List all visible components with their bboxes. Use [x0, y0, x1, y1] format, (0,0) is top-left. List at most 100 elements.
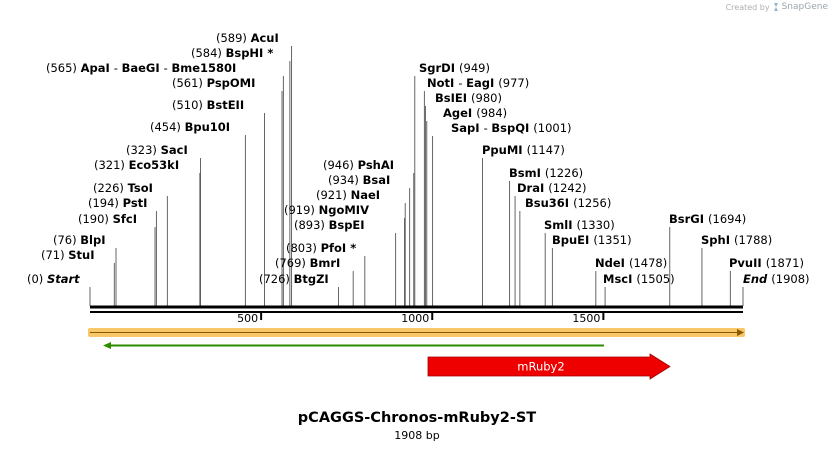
site-enzyme-text: PfoI * [321, 241, 357, 255]
site-enzyme-text: BspEI [329, 218, 365, 232]
site-enzyme-text: EagI [466, 76, 498, 90]
site-enzyme-text: PshAI [358, 158, 394, 172]
site-position-text: (949) [459, 61, 490, 75]
site-label-acui[interactable]: (589) AcuI [216, 31, 279, 45]
site-position-text: (1256) [573, 196, 611, 210]
site-label-blpi[interactable]: (76) BlpI [53, 233, 105, 247]
site-enzyme-text: BtgZI [294, 272, 329, 286]
site-position-text: (71) [41, 248, 68, 262]
mruby2-feature[interactable] [427, 353, 671, 380]
site-label-bsteii[interactable]: (510) BstEII [172, 98, 244, 112]
site-label-ppumi[interactable]: PpuMI (1147) [482, 143, 565, 157]
site-position-text: (321) [94, 158, 129, 172]
site-enzyme-text: SmlI [544, 218, 577, 232]
site-position-text: (565) [46, 61, 81, 75]
site-label-agei[interactable]: AgeI (984) [443, 106, 507, 120]
site-enzyme-text: SacI [161, 143, 188, 157]
site-label-sphi[interactable]: SphI (1788) [701, 233, 772, 247]
site-position-text: - [484, 121, 492, 135]
site-enzyme-text: BpuEI [552, 233, 593, 247]
site-label-ndei[interactable]: NdeI (1478) [595, 256, 667, 270]
site-enzyme-text: Bsu36I [525, 196, 573, 210]
site-position-text: (76) [53, 233, 80, 247]
site-enzyme-text: End [743, 272, 771, 286]
site-position-text: (1505) [636, 272, 674, 286]
site-label-sfci[interactable]: (190) SfcI [78, 212, 137, 226]
site-label-bsiei[interactable]: BsIEI (980) [435, 91, 502, 105]
site-enzyme-text: SapI [451, 121, 484, 135]
site-enzyme-text: NgoMIV [319, 203, 369, 217]
site-position-text: (934) [328, 173, 363, 187]
site-label-noti-eagi[interactable]: NotI - EagI (977) [427, 76, 529, 90]
site-enzyme-text: BsrGI [669, 212, 708, 226]
site-label-eco53ki[interactable]: (321) Eco53kI [94, 158, 179, 172]
site-position-text: (984) [476, 106, 507, 120]
site-position-text: - [114, 61, 122, 75]
site-enzyme-text: NdeI [595, 256, 629, 270]
site-enzyme-text: SfcI [113, 212, 137, 226]
site-position-text: (893) [294, 218, 329, 232]
site-label-ngomiv[interactable]: (919) NgoMIV [284, 203, 369, 217]
site-enzyme-text: BsmI [509, 166, 545, 180]
site-label-msci[interactable]: MscI (1505) [603, 272, 675, 286]
site-position-text: (977) [498, 76, 529, 90]
site-label-bspei[interactable]: (893) BspEI [294, 218, 365, 232]
site-label-end[interactable]: End (1908) [743, 272, 810, 286]
site-label-smli[interactable]: SmlI (1330) [544, 218, 615, 232]
site-label-tsoi[interactable]: (226) TsoI [93, 181, 153, 195]
site-label-naei[interactable]: (921) NaeI [316, 188, 380, 202]
snapgene-credit: Created by SnapGene [726, 2, 828, 12]
plasmid-size: 1908 bp [394, 429, 440, 442]
site-label-bsmi[interactable]: BsmI (1226) [509, 166, 583, 180]
site-label-bmri[interactable]: (769) BmrI [275, 256, 340, 270]
site-label-bsai[interactable]: (934) BsaI [328, 173, 390, 187]
site-position-text: (1478) [629, 256, 667, 270]
site-position-text: (1788) [734, 233, 772, 247]
site-enzyme-text: PpuMI [482, 143, 527, 157]
site-label-bsrgi[interactable]: BsrGI (1694) [669, 212, 746, 226]
site-label-psti[interactable]: (194) PstI [88, 196, 147, 210]
credit-brand: SnapGene [781, 2, 828, 12]
cut-site-labels: (0) Start(71) StuI(76) BlpI(190) SfcI(19… [27, 31, 810, 286]
site-label-apai-baegi-bme1580i[interactable]: (565) ApaI - BaeGI - Bme1580I [46, 61, 236, 75]
site-enzyme-text: BspHI * [226, 46, 274, 60]
site-label-sgrdi[interactable]: SgrDI (949) [419, 61, 490, 75]
site-label-saci[interactable]: (323) SacI [126, 143, 188, 157]
site-label-pfoi[interactable]: (803) PfoI * [286, 241, 356, 255]
site-label-sapi-bspqi[interactable]: SapI - BspQI (1001) [451, 121, 572, 135]
site-label-bpu10i[interactable]: (454) Bpu10I [150, 120, 230, 134]
site-label-btgzi[interactable]: (726) BtgZI [259, 272, 329, 286]
site-label-pshai[interactable]: (946) PshAI [323, 158, 394, 172]
site-enzyme-text: PstI [123, 196, 148, 210]
site-position-text: - [164, 61, 172, 75]
tick-label-1500: 1500 [572, 312, 600, 325]
snapgene-logo-icon [773, 3, 778, 11]
site-enzyme-text: BaeGI [122, 61, 164, 75]
site-position-text: (1908) [771, 272, 809, 286]
site-label-stui[interactable]: (71) StuI [41, 248, 95, 262]
site-enzyme-text: BlpI [80, 233, 105, 247]
site-label-pvuii[interactable]: PvuII (1871) [729, 256, 804, 270]
site-position-text: - [458, 76, 466, 90]
credit-prefix: Created by [725, 2, 770, 12]
mruby2-label: mRuby2 [517, 360, 564, 374]
site-enzyme-text: Bme1580I [171, 61, 236, 75]
site-position-text: (919) [284, 203, 319, 217]
site-label-bsu36i[interactable]: Bsu36I (1256) [525, 196, 611, 210]
site-position-text: (323) [126, 143, 161, 157]
site-label-start[interactable]: (0) Start [27, 272, 80, 286]
site-label-drai[interactable]: DraI (1242) [517, 181, 587, 195]
site-label-pspomi[interactable]: (561) PspOMI [172, 76, 255, 90]
site-position-text: (194) [88, 196, 123, 210]
site-position-text: (510) [172, 98, 207, 112]
feature-track: mRuby2 [88, 328, 745, 380]
site-position-text: (454) [150, 120, 185, 134]
plasmid-name: pCAGGS-Chronos-mRuby2-ST [297, 410, 537, 426]
site-label-bsphi[interactable]: (584) BspHI * [191, 46, 273, 60]
site-position-text: (1351) [593, 233, 631, 247]
site-position-text: (561) [172, 76, 207, 90]
site-position-text: (190) [78, 212, 113, 226]
site-label-bpuei[interactable]: BpuEI (1351) [552, 233, 632, 247]
site-position-text: (1330) [577, 218, 615, 232]
highlight-arrow-icon [737, 329, 744, 336]
